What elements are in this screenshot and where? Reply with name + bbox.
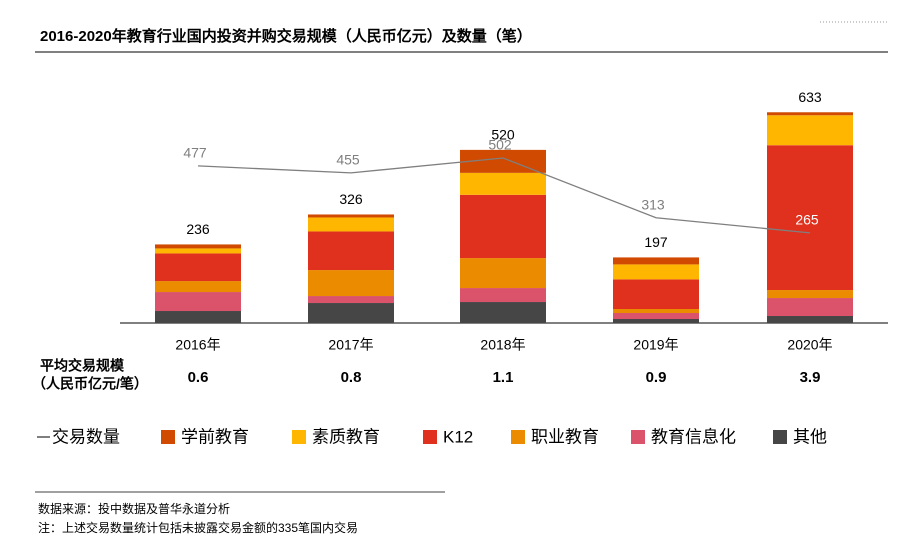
bar-segment (613, 279, 699, 310)
x-tick-label: 2018年 (480, 337, 525, 353)
bar-segment (308, 303, 394, 323)
bar-segment (767, 316, 853, 323)
chart-title: 2016-2020年教育行业国内投资并购交易规模（人民币亿元）及数量（笔） (40, 27, 532, 45)
x-tick-label: 2019年 (633, 337, 678, 353)
legend-swatch (773, 430, 787, 444)
avg-value: 3.9 (800, 369, 821, 386)
x-tick-label: 2020年 (787, 337, 832, 353)
count-label: 477 (183, 145, 207, 161)
bar-segment (308, 231, 394, 271)
bar-segment (767, 298, 853, 317)
bar-segment (613, 319, 699, 323)
bar-segment (767, 115, 853, 146)
legend-label: K12 (443, 427, 473, 446)
total-label: 633 (798, 89, 822, 105)
avg-unit: （人民币亿元/笔） (32, 376, 148, 392)
legend-label: 教育信息化 (651, 427, 736, 446)
bar-segment (613, 313, 699, 320)
bar-segment (155, 311, 241, 323)
legend-swatch (423, 430, 437, 444)
bar-segment (767, 290, 853, 299)
bar-segment (155, 253, 241, 282)
count-label: 313 (641, 196, 665, 212)
count-label: 455 (336, 152, 360, 168)
total-label: 326 (339, 191, 363, 207)
bar-segment (613, 257, 699, 265)
bar-segment (460, 288, 546, 303)
legend-label: 学前教育 (181, 427, 249, 446)
note: 注：上述交易数量统计包括未披露交易金额的335笔国内交易 (38, 520, 358, 535)
count-label: 265 (795, 212, 819, 228)
source: 数据来源：投中数据及普华永道分析 (38, 501, 230, 516)
bar-segment (155, 292, 241, 312)
x-tick-label: 2016年 (175, 337, 220, 353)
legend-swatch (292, 430, 306, 444)
x-tick-label: 2017年 (328, 337, 373, 353)
bar-segment (767, 145, 853, 291)
bar-segment (767, 112, 853, 116)
bar-segment (155, 281, 241, 293)
legend-label: 素质教育 (312, 427, 380, 446)
bar-segment (613, 264, 699, 280)
legend-swatch (511, 430, 525, 444)
bar-segment (460, 302, 546, 323)
bar-segment (308, 214, 394, 218)
bar-segment (460, 258, 546, 289)
avg-label: 平均交易规模 (40, 358, 125, 374)
bar-segment (155, 248, 241, 254)
bar-segment (155, 244, 241, 249)
count-line (197, 157, 811, 234)
bar-segment (460, 172, 546, 195)
avg-value: 0.6 (188, 369, 209, 386)
bar-segment (613, 309, 699, 314)
total-label: 520 (491, 127, 515, 143)
legend-label: 交易数量 (52, 427, 120, 446)
legend-label: 其他 (793, 427, 827, 446)
count-label: 502 (488, 137, 512, 153)
avg-value: 0.9 (646, 369, 667, 386)
bar-segment (308, 217, 394, 232)
bar-segment (308, 270, 394, 297)
bar-segment (308, 296, 394, 304)
bar-segment (460, 149, 546, 173)
avg-value: 0.8 (341, 369, 362, 386)
avg-value: 1.1 (493, 369, 514, 386)
total-label: 197 (644, 234, 668, 250)
bar-segment (460, 194, 546, 259)
legend-label: 职业教育 (531, 427, 599, 446)
legend-swatch (161, 430, 175, 444)
legend-swatch (631, 430, 645, 444)
total-label: 236 (186, 221, 210, 237)
